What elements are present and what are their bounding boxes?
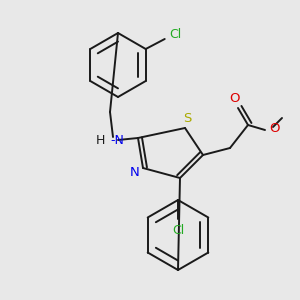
Text: N: N [130,167,140,179]
Text: O: O [229,92,239,106]
Text: Cl: Cl [169,28,182,40]
Text: O: O [270,122,280,134]
Text: -N: -N [110,134,124,146]
Text: S: S [183,112,191,124]
Text: H: H [95,134,105,146]
Text: Cl: Cl [172,224,184,236]
